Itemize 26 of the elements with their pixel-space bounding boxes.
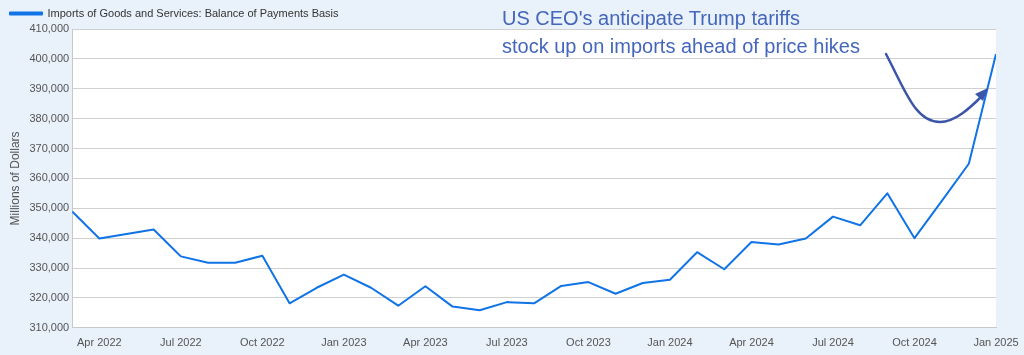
legend-label: Imports of Goods and Services: Balance of Payments Basis <box>47 6 340 19</box>
y-tick-label: 390,000 <box>29 81 70 94</box>
y-tick-label: 340,000 <box>29 231 70 244</box>
y-tick-label: 410,000 <box>29 22 70 35</box>
y-tick-label: 350,000 <box>29 201 70 214</box>
x-tick-label: Jan 2023 <box>321 336 367 349</box>
x-tick-label: Jul 2022 <box>160 336 202 349</box>
annotation: US CEO's anticipate Trump tariffs stock up on imports ahead of price hikes <box>502 6 860 59</box>
y-tick-label: 400,000 <box>29 51 70 64</box>
x-tick-label: Oct 2023 <box>566 336 611 349</box>
x-tick-label: Apr 2023 <box>403 336 448 349</box>
y-tick-label: 310,000 <box>29 320 70 333</box>
y-tick-label: 370,000 <box>29 141 70 154</box>
x-tick-label: Oct 2022 <box>240 336 285 349</box>
x-tick-label: Jul 2023 <box>486 336 528 349</box>
x-tick-label: Jan 2024 <box>647 336 693 349</box>
y-tick-label: 380,000 <box>29 111 70 124</box>
x-tick-label: Jan 2025 <box>973 336 1019 349</box>
x-tick-label: Jul 2024 <box>812 336 854 349</box>
x-tick-label: Apr 2022 <box>77 336 122 349</box>
y-tick-label: 320,000 <box>29 290 70 303</box>
y-tick-label: 360,000 <box>29 171 70 184</box>
x-tick-label: Oct 2024 <box>892 336 937 349</box>
y-tick-label: 330,000 <box>29 261 70 274</box>
x-tick-label: Apr 2024 <box>729 336 774 349</box>
y-axis-title: Millions of Dollars <box>7 131 22 226</box>
